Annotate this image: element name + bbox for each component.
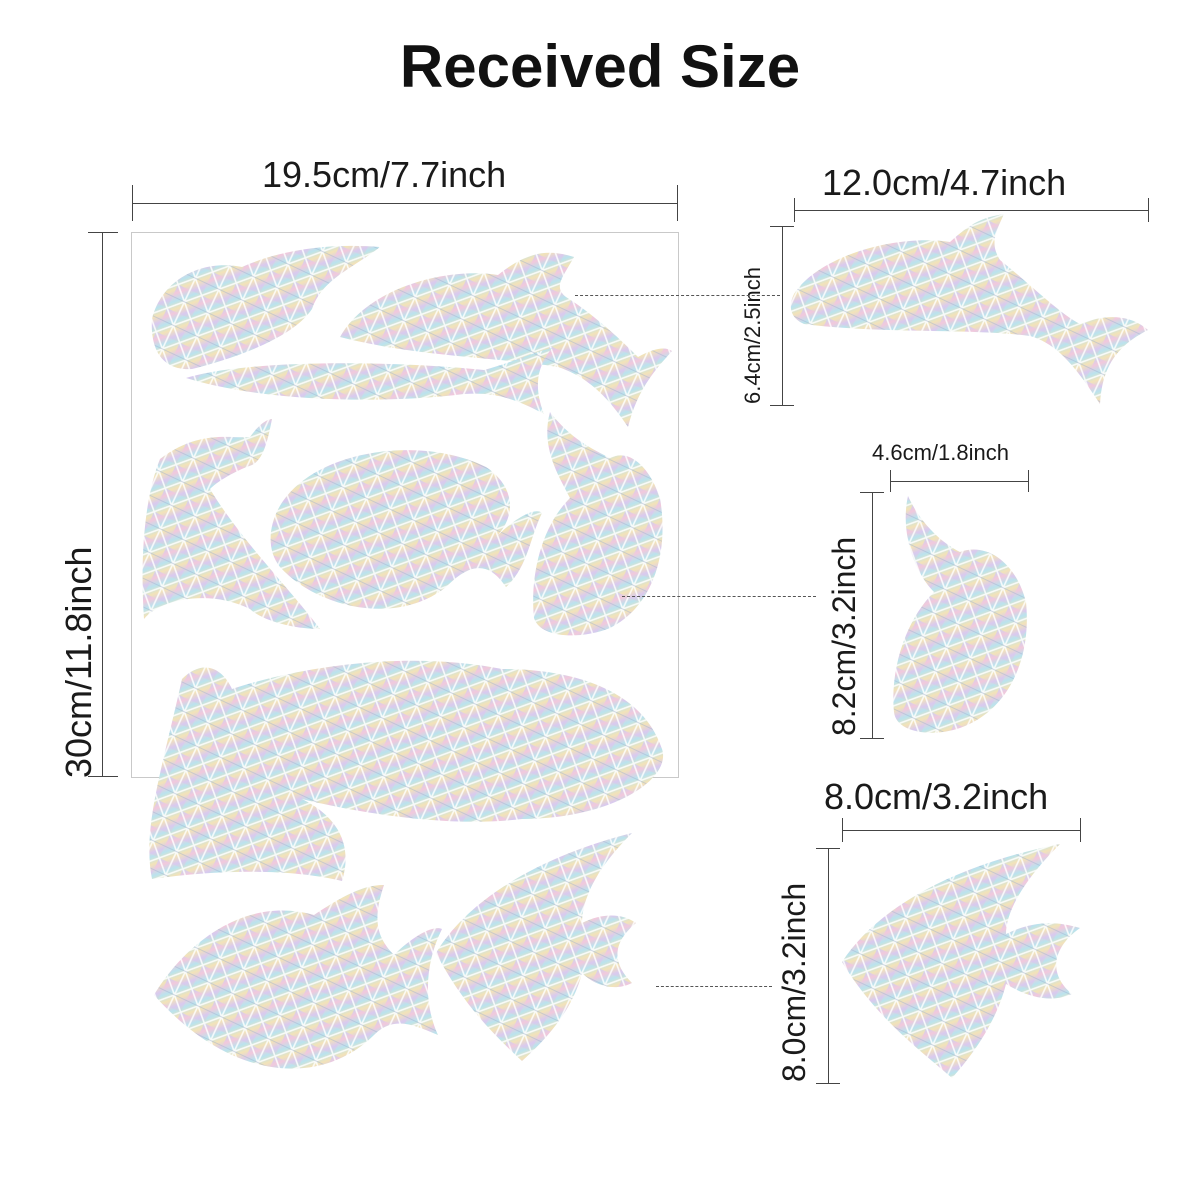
whale-height-label: 6.4cm/2.5inch — [740, 267, 765, 404]
sheet-shark-icon — [186, 348, 552, 414]
sheet-dolphin-icon — [142, 419, 320, 629]
sheet-height-tick-bottom — [88, 776, 118, 777]
angelfish-height-line — [828, 848, 829, 1084]
small-fish-height-label: 8.2cm/3.2inch — [826, 536, 862, 736]
small-fish-width-label: 4.6cm/1.8inch — [872, 440, 1009, 465]
sticker-sheet — [131, 232, 679, 1069]
sheet-puffer-fish-icon — [154, 885, 442, 1069]
whale-width-line — [794, 210, 1148, 211]
angelfish-height-label: 8.0cm/3.2inch — [776, 882, 812, 1082]
whale-width-tick-left — [794, 198, 795, 222]
sheet-width-label: 19.5cm/7.7inch — [262, 154, 507, 195]
sheet-seal-icon — [270, 450, 542, 609]
sheet-height-tick-top — [88, 232, 118, 233]
angelfish-height-tick-top — [816, 848, 840, 849]
sheet-height-label: 30cm/11.8inch — [58, 546, 99, 778]
whale-height-tick-bottom — [770, 405, 794, 406]
sheet-width-tick-left — [132, 185, 133, 221]
sheet-big-whale-icon — [149, 660, 664, 881]
sheet-height-line — [102, 232, 103, 776]
sheet-width-tick-right — [677, 185, 678, 221]
small-fish-height-tick-top — [860, 492, 884, 493]
sheet-angelfish-icon — [436, 833, 636, 1061]
angelfish-width-line — [842, 830, 1080, 831]
angelfish-leader-line — [656, 986, 772, 987]
sheet-whale-large-icon — [340, 252, 672, 427]
whale-leader-line — [575, 295, 780, 296]
whale-height-line — [782, 226, 783, 406]
whale-detail-icon — [790, 214, 1148, 404]
small-fish-leader-line — [622, 596, 816, 597]
angelfish-width-tick-right — [1080, 818, 1081, 842]
small-fish-width-line — [890, 481, 1028, 482]
small-fish-height-tick-bottom — [860, 738, 884, 739]
whale-width-tick-right — [1148, 198, 1149, 222]
angelfish-width-tick-left — [842, 818, 843, 842]
small-fish-detail-icon — [893, 496, 1027, 733]
angelfish-width-label: 8.0cm/3.2inch — [824, 776, 1049, 817]
sheet-tropical-fish-icon — [533, 412, 663, 636]
small-fish-width-tick-left — [890, 470, 891, 492]
whale-width-label: 12.0cm/4.7inch — [822, 162, 1067, 203]
page-title: Received Size — [399, 33, 801, 100]
angelfish-height-tick-bottom — [816, 1083, 840, 1084]
whale-height-tick-top — [770, 226, 794, 227]
sheet-whale-small-icon — [151, 245, 380, 370]
angelfish-detail-icon — [842, 844, 1080, 1078]
sheet-width-line — [132, 203, 678, 204]
small-fish-width-tick-right — [1028, 470, 1029, 492]
small-fish-height-line — [872, 492, 873, 738]
